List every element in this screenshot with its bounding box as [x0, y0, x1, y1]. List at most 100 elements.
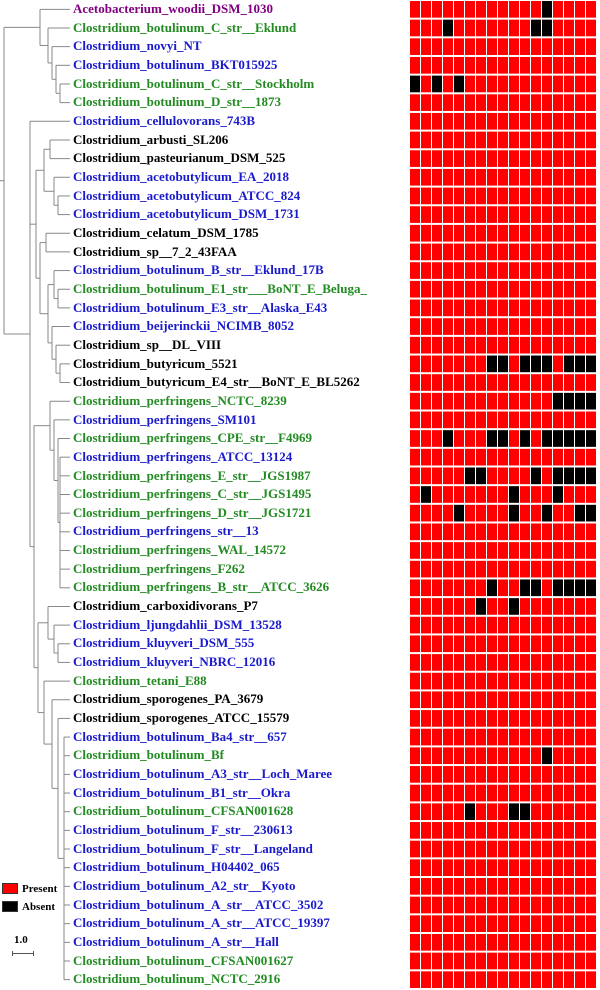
heatmap-cell-present	[520, 336, 530, 354]
heatmap-cell-present	[542, 112, 552, 130]
heatmap-cell-present	[454, 523, 464, 541]
heatmap-cell-absent	[465, 803, 475, 821]
taxon-label: Clostridium_botulinum_BKT015925	[73, 56, 278, 72]
heatmap-cell-present	[575, 336, 585, 354]
heatmap-cell-present	[410, 840, 420, 858]
heatmap-cell-present	[443, 206, 453, 223]
heatmap-cell-present	[465, 728, 475, 746]
heatmap-cell-present	[432, 878, 442, 895]
heatmap-cell-present	[432, 392, 442, 410]
heatmap-cell-present	[432, 150, 442, 167]
legend-label-absent: Absent	[22, 901, 56, 913]
heatmap-cell-absent	[476, 598, 486, 615]
taxon-label: Clostridium_botulinum_A_str__Hall	[73, 934, 279, 949]
heatmap-cell-present	[586, 56, 596, 74]
heatmap-cell-present	[564, 523, 574, 541]
heatmap-cell-present	[509, 374, 519, 391]
taxon-label: Clostridium_sporogenes_PA_3679	[73, 691, 264, 707]
heatmap-cell-absent	[487, 430, 497, 447]
heatmap-cell-present	[520, 318, 530, 335]
heatmap-cell-present	[520, 952, 530, 970]
heatmap-cell-present	[564, 19, 574, 37]
heatmap-cell-present	[542, 262, 552, 279]
taxon-label: Clostridium_novyi_NT	[73, 38, 202, 54]
heatmap-cell-present	[487, 635, 497, 653]
heatmap-cell-present	[465, 504, 475, 522]
heatmap-cell-present	[498, 168, 508, 186]
heatmap-cell-present	[509, 187, 519, 205]
heatmap-cell-present	[432, 318, 442, 335]
heatmap-cell-absent	[553, 392, 563, 410]
heatmap-cell-present	[575, 94, 585, 111]
heatmap-cell-present	[586, 654, 596, 671]
heatmap-cell-present	[564, 38, 574, 55]
heatmap-cell-present	[542, 822, 552, 839]
heatmap-cell-present	[410, 952, 420, 970]
heatmap-cell-present	[564, 952, 574, 970]
heatmap-cell-present	[476, 280, 486, 298]
heatmap-cell-present	[432, 299, 442, 317]
heatmap-cell-present	[410, 504, 420, 522]
heatmap-cell-present	[476, 896, 486, 914]
heatmap-cell-present	[575, 262, 585, 279]
heatmap-cell-present	[476, 262, 486, 279]
heatmap-cell-present	[487, 710, 497, 727]
heatmap-cell-present	[421, 1, 431, 18]
heatmap-cell-present	[476, 392, 486, 410]
heatmap-cell-present	[520, 467, 530, 485]
heatmap-cell-present	[542, 934, 552, 951]
heatmap-cell-present	[586, 728, 596, 746]
heatmap-cell-present	[443, 840, 453, 858]
heatmap-cell-present	[531, 542, 541, 559]
heatmap-cell-present	[487, 94, 497, 111]
heatmap-cell-present	[487, 75, 497, 93]
heatmap-cell-present	[421, 784, 431, 802]
heatmap-cell-present	[553, 374, 563, 391]
heatmap-cell-present	[520, 822, 530, 839]
heatmap-cell-present	[498, 672, 508, 690]
heatmap-cell-present	[410, 56, 420, 74]
heatmap-cell-present	[520, 112, 530, 130]
heatmap-cell-present	[564, 654, 574, 671]
heatmap-cell-present	[487, 784, 497, 802]
heatmap-cell-present	[443, 915, 453, 932]
heatmap-cell-present	[443, 486, 453, 503]
heatmap-cell-present	[487, 971, 497, 988]
heatmap-cell-present	[564, 448, 574, 466]
heatmap-cell-present	[421, 94, 431, 111]
heatmap-cell-absent	[465, 467, 475, 485]
heatmap-cell-present	[443, 467, 453, 485]
heatmap-cell-present	[575, 150, 585, 167]
heatmap-cell-present	[509, 318, 519, 335]
heatmap-cell-present	[509, 934, 519, 951]
heatmap-cell-present	[465, 859, 475, 877]
heatmap-cell-present	[498, 579, 508, 597]
heatmap-cell-present	[575, 896, 585, 914]
heatmap-cell-present	[465, 971, 475, 988]
heatmap-cell-present	[553, 766, 563, 783]
heatmap-cell-present	[454, 915, 464, 932]
heatmap-cell-present	[443, 672, 453, 690]
heatmap-cell-present	[575, 280, 585, 298]
taxon-label: Clostridium_tetani_E88	[73, 672, 207, 688]
heatmap-cell-present	[465, 206, 475, 223]
heatmap-cell-present	[553, 1, 563, 18]
taxon-label: Clostridium_perfringens_F262	[73, 560, 245, 576]
heatmap-cell-absent	[586, 430, 596, 447]
heatmap-cell-present	[498, 467, 508, 485]
heatmap-cell-present	[520, 840, 530, 858]
heatmap-cell-present	[443, 952, 453, 970]
heatmap-cell-present	[443, 747, 453, 765]
heatmap-cell-present	[575, 187, 585, 205]
heatmap-cell-present	[410, 934, 420, 951]
heatmap-cell-present	[465, 56, 475, 74]
heatmap-cell-present	[465, 262, 475, 279]
taxon-label: Clostridium_sp__DL_VIII	[73, 336, 222, 352]
heatmap-cell-present	[432, 691, 442, 709]
heatmap-cell-present	[421, 75, 431, 93]
heatmap-cell-present	[553, 280, 563, 298]
heatmap-cell-absent	[498, 355, 508, 373]
heatmap-cell-present	[476, 355, 486, 373]
heatmap-cell-present	[432, 822, 442, 839]
